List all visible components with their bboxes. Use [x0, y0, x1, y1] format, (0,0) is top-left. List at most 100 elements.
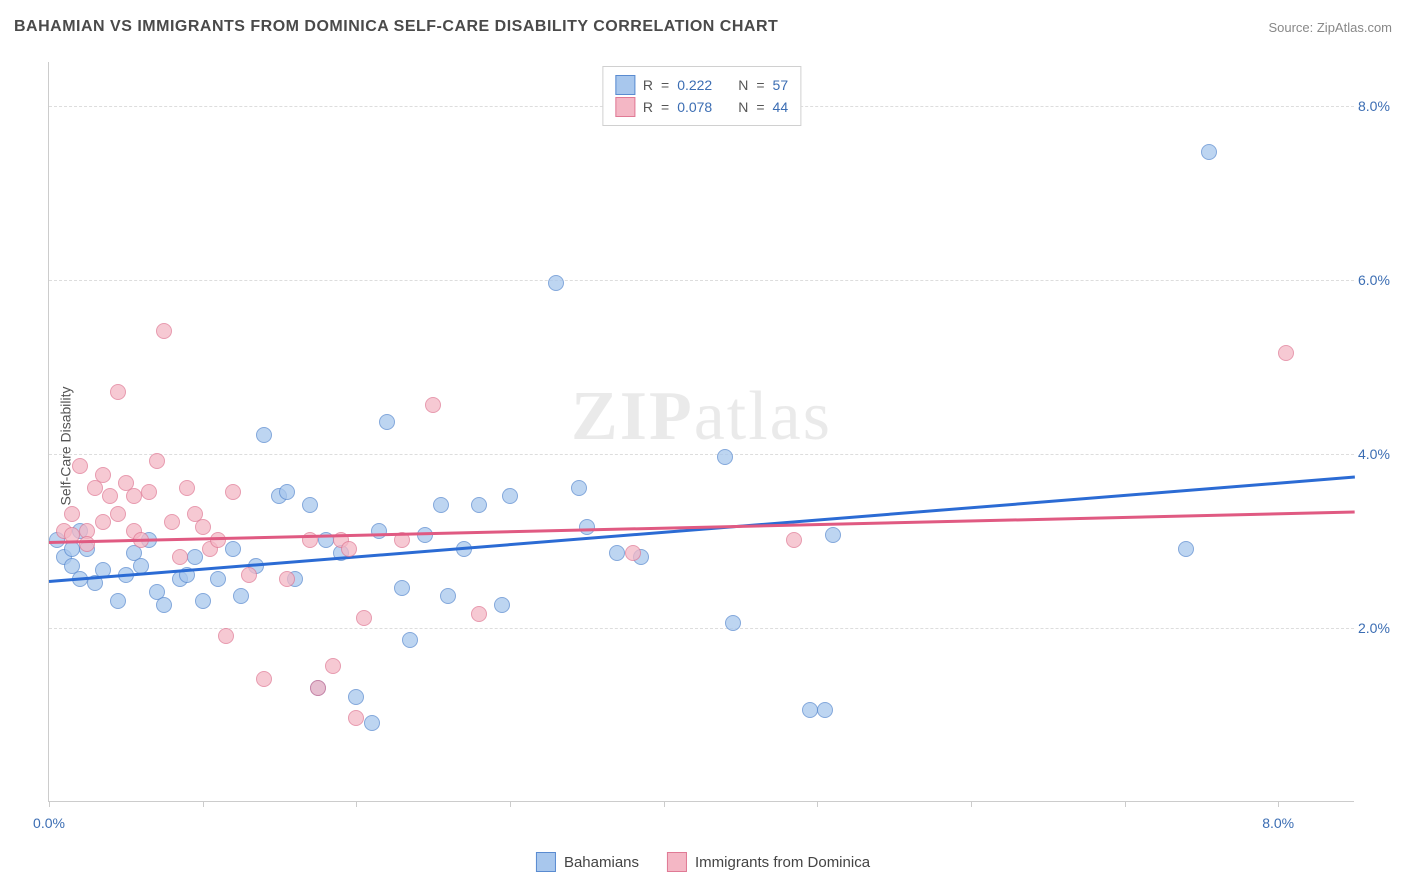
scatter-point-dominica: [126, 488, 142, 504]
eq-sign: =: [661, 99, 669, 115]
scatter-point-bahamians: [364, 715, 380, 731]
legend-label: Immigrants from Dominica: [695, 854, 870, 871]
legend-item-bahamians: Bahamians: [536, 852, 639, 872]
scatter-point-bahamians: [440, 588, 456, 604]
page-title: BAHAMIAN VS IMMIGRANTS FROM DOMINICA SEL…: [14, 18, 778, 36]
scatter-point-bahamians: [379, 414, 395, 430]
eq-sign: =: [756, 99, 764, 115]
scatter-point-dominica: [195, 519, 211, 535]
watermark: ZIPatlas: [571, 377, 832, 457]
x-tick-label: 8.0%: [1262, 815, 1294, 831]
eq-sign: =: [756, 77, 764, 93]
r-label: R: [643, 77, 653, 93]
scatter-point-bahamians: [210, 571, 226, 587]
stats-legend-row-bahamians: R = 0.222 N = 57: [615, 75, 788, 95]
y-tick-label: 6.0%: [1358, 272, 1402, 288]
gridline: [49, 454, 1354, 455]
legend-swatch-dominica: [615, 97, 635, 117]
scatter-point-bahamians: [348, 689, 364, 705]
scatter-point-dominica: [786, 532, 802, 548]
scatter-point-bahamians: [609, 545, 625, 561]
scatter-point-dominica: [241, 567, 257, 583]
scatter-point-bahamians: [579, 519, 595, 535]
watermark-bold: ZIP: [571, 378, 694, 455]
scatter-point-bahamians: [302, 497, 318, 513]
scatter-point-dominica: [356, 610, 372, 626]
scatter-point-dominica: [310, 680, 326, 696]
scatter-point-dominica: [64, 506, 80, 522]
r-label: R: [643, 99, 653, 115]
scatter-point-bahamians: [571, 480, 587, 496]
scatter-point-bahamians: [233, 588, 249, 604]
r-value: 0.222: [677, 77, 712, 93]
x-tick-mark: [203, 801, 204, 807]
legend-swatch-bahamians: [615, 75, 635, 95]
legend-item-dominica: Immigrants from Dominica: [667, 852, 870, 872]
scatter-point-bahamians: [156, 597, 172, 613]
scatter-point-dominica: [425, 397, 441, 413]
scatter-point-dominica: [172, 549, 188, 565]
scatter-point-bahamians: [717, 449, 733, 465]
watermark-rest: atlas: [694, 378, 832, 455]
scatter-point-dominica: [279, 571, 295, 587]
source-attribution: Source: ZipAtlas.com: [1268, 20, 1392, 35]
n-label: N: [738, 99, 748, 115]
scatter-point-bahamians: [225, 541, 241, 557]
y-tick-label: 8.0%: [1358, 98, 1402, 114]
scatter-point-bahamians: [417, 527, 433, 543]
scatter-point-dominica: [95, 467, 111, 483]
scatter-point-bahamians: [825, 527, 841, 543]
x-tick-mark: [1125, 801, 1126, 807]
scatter-point-dominica: [225, 484, 241, 500]
scatter-point-dominica: [179, 480, 195, 496]
scatter-point-bahamians: [433, 497, 449, 513]
scatter-point-bahamians: [802, 702, 818, 718]
x-tick-mark: [664, 801, 665, 807]
scatter-point-bahamians: [471, 497, 487, 513]
x-tick-mark: [356, 801, 357, 807]
legend-swatch-bahamians: [536, 852, 556, 872]
stats-legend-row-dominica: R = 0.078 N = 44: [615, 97, 788, 117]
scatter-point-bahamians: [195, 593, 211, 609]
scatter-point-bahamians: [402, 632, 418, 648]
x-tick-mark: [510, 801, 511, 807]
scatter-point-dominica: [141, 484, 157, 500]
trend-line-dominica: [49, 510, 1355, 543]
scatter-point-dominica: [348, 710, 364, 726]
eq-sign: =: [661, 77, 669, 93]
scatter-point-dominica: [471, 606, 487, 622]
scatter-point-dominica: [256, 671, 272, 687]
n-value: 44: [773, 99, 789, 115]
scatter-point-bahamians: [1178, 541, 1194, 557]
scatter-point-bahamians: [502, 488, 518, 504]
y-tick-label: 4.0%: [1358, 446, 1402, 462]
x-tick-mark: [49, 801, 50, 807]
x-tick-mark: [817, 801, 818, 807]
scatter-point-dominica: [110, 506, 126, 522]
scatter-point-dominica: [149, 453, 165, 469]
scatter-point-dominica: [72, 458, 88, 474]
scatter-point-bahamians: [256, 427, 272, 443]
gridline: [49, 628, 1354, 629]
scatter-point-bahamians: [394, 580, 410, 596]
scatter-point-bahamians: [187, 549, 203, 565]
legend-label: Bahamians: [564, 854, 639, 871]
scatter-point-bahamians: [817, 702, 833, 718]
scatter-point-bahamians: [110, 593, 126, 609]
n-value: 57: [773, 77, 789, 93]
legend-swatch-dominica: [667, 852, 687, 872]
gridline: [49, 280, 1354, 281]
scatter-point-dominica: [625, 545, 641, 561]
x-tick-mark: [1278, 801, 1279, 807]
scatter-point-dominica: [110, 384, 126, 400]
stats-legend: R = 0.222 N = 57 R = 0.078 N = 44: [602, 66, 801, 126]
n-label: N: [738, 77, 748, 93]
r-value: 0.078: [677, 99, 712, 115]
scatter-point-dominica: [95, 514, 111, 530]
scatter-point-dominica: [218, 628, 234, 644]
scatter-point-bahamians: [494, 597, 510, 613]
series-legend: Bahamians Immigrants from Dominica: [536, 852, 870, 872]
scatter-point-bahamians: [725, 615, 741, 631]
scatter-point-bahamians: [548, 275, 564, 291]
scatter-point-dominica: [102, 488, 118, 504]
